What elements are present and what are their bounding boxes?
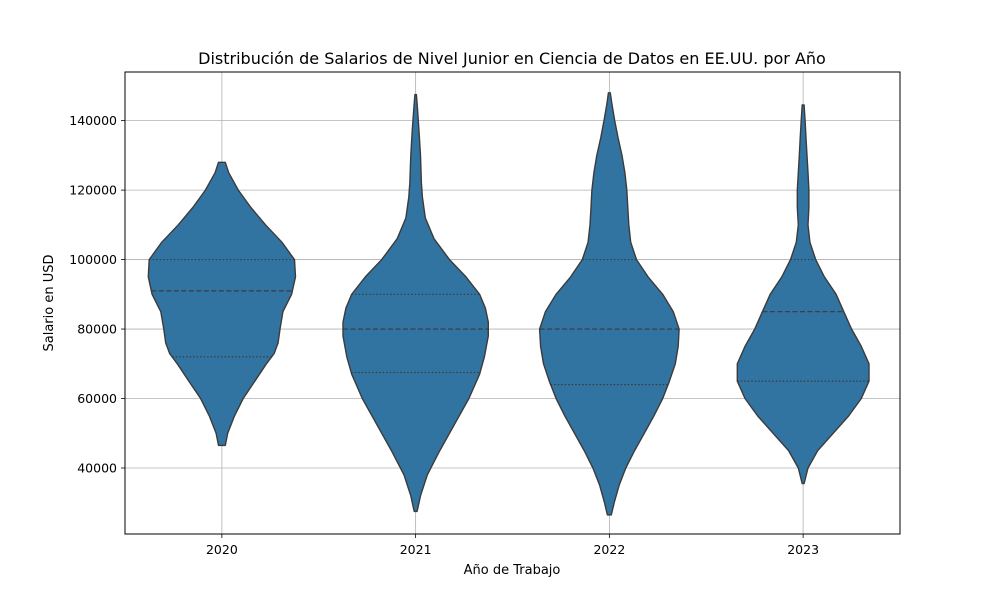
violin-2023 (736, 104, 870, 485)
y-tick-label-3: 100000 (69, 252, 117, 267)
x-tick-label-2: 2022 (593, 542, 625, 557)
y-tick-label-2: 80000 (77, 322, 117, 337)
y-tick-label-4: 120000 (69, 183, 117, 198)
x-axis-label: Año de Trabajo (464, 563, 561, 578)
x-tick-label-1: 2021 (400, 542, 432, 557)
violins (147, 92, 870, 516)
violin-2020 (147, 161, 297, 447)
violin-2021 (342, 93, 489, 513)
y-axis-label: Salario en USD (42, 255, 57, 352)
violin-2022 (538, 92, 680, 516)
y-tick-label-5: 140000 (69, 113, 117, 128)
x-tick-label-0: 2020 (206, 542, 238, 557)
chart-title: Distribución de Salarios de Nivel Junior… (198, 49, 826, 68)
y-tick-label-0: 40000 (77, 461, 117, 476)
plot-frame (124, 71, 901, 535)
axis-ticks: 40000 60000 80000 100000 120000 140000 2020 202… (69, 113, 819, 557)
x-tick-label-3: 2023 (787, 542, 819, 557)
y-tick-label-1: 60000 (77, 391, 117, 406)
